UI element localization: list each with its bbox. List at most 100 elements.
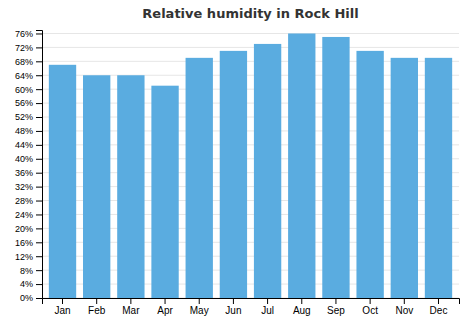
y-tick: 76% [15,29,42,39]
y-tick-mark [36,159,42,160]
x-tick-label: Aug [293,305,311,316]
x-axis: Jan Feb Mar Apr May Jun Jul Aug Sep Oct Nov Dec [43,298,460,316]
x-tick-label: Jun [225,305,241,316]
bar [220,51,247,298]
grid [42,33,459,298]
bar [49,65,76,298]
y-tick-mark [36,103,42,104]
y-tick-label: 8% [20,266,33,276]
y-tick-label: 52% [15,112,33,122]
y-tick-mark [36,187,42,188]
y-axis-line [36,31,43,299]
plot-area: 0%4%8%12%16%20%24%28%32%36%40%44%48%52%5… [15,29,460,316]
bars [49,33,452,298]
y-tick-label: 68% [15,57,33,67]
y-tick: 56% [15,98,42,108]
x-tick: Oct [362,298,378,316]
chart-container: 0%4%8%12%16%20%24%28%32%36%40%44%48%52%5… [0,0,474,322]
x-tick-label: Apr [157,305,173,316]
y-tick: 0% [20,293,42,303]
y-tick-mark [36,256,42,257]
x-tick-mark [438,298,439,304]
y-tick-mark [36,47,42,48]
y-tick-label: 28% [15,196,33,206]
y-tick: 52% [15,112,42,122]
x-tick-label: Sep [327,305,345,316]
x-tick: Jun [225,298,241,316]
y-tick-mark [36,173,42,174]
y-axis: 0%4%8%12%16%20%24%28%32%36%40%44%48%52%5… [15,29,43,304]
y-tick-mark [36,284,42,285]
y-tick-mark [36,33,42,34]
y-tick: 48% [15,126,42,136]
x-tick-mark [233,298,234,304]
y-tick-label: 60% [15,85,33,95]
y-tick-label: 4% [20,279,33,289]
y-tick: 4% [20,279,42,289]
x-tick: Jan [54,298,70,316]
x-tick-mark [267,298,268,304]
x-axis-line [43,299,460,305]
y-tick-mark [36,145,42,146]
y-tick-label: 72% [15,43,33,53]
y-tick-label: 36% [15,168,33,178]
x-tick-label: Oct [362,305,378,316]
x-tick-label: Nov [395,305,413,316]
y-tick-label: 56% [15,98,33,108]
x-tick-mark [301,298,302,304]
x-tick-label: Jan [54,305,70,316]
y-tick-mark [36,61,42,62]
bar [288,33,315,298]
y-tick-label: 24% [15,210,33,220]
y-tick-label: 44% [15,140,33,150]
y-tick: 68% [15,57,42,67]
y-tick: 72% [15,43,42,53]
y-tick-mark [36,89,42,90]
x-tick-mark [404,298,405,304]
y-tick: 60% [15,85,42,95]
x-tick: Sep [327,298,345,316]
y-tick-label: 76% [15,29,33,39]
x-tick: Aug [293,298,311,316]
bar [117,75,144,298]
x-tick-label: Dec [430,305,448,316]
y-tick: 44% [15,140,42,150]
x-tick-label: Feb [88,305,106,316]
y-tick: 8% [20,266,42,276]
y-tick-label: 40% [15,154,33,164]
bar [254,44,281,298]
y-tick: 36% [15,168,42,178]
x-tick-mark [130,298,131,304]
y-tick-label: 12% [15,252,33,262]
x-tick-mark [165,298,166,304]
x-tick-label: May [190,305,209,316]
y-tick-mark [36,270,42,271]
y-tick-mark [36,298,42,299]
y-tick: 20% [15,224,42,234]
y-tick: 32% [15,182,42,192]
bar [83,75,110,298]
y-tick: 40% [15,154,42,164]
x-tick-label: Jul [261,305,274,316]
y-tick-mark [36,228,42,229]
bar [425,58,452,298]
y-tick-label: 32% [15,182,33,192]
x-tick-label: Mar [122,305,140,316]
bar [356,51,383,298]
y-tick: 24% [15,210,42,220]
x-tick: Apr [157,298,173,316]
y-tick-mark [36,214,42,215]
x-tick-mark [62,298,63,304]
title: Relative humidity in Rock Hill [142,6,358,21]
x-tick: Feb [88,298,106,316]
y-tick-mark [36,75,42,76]
bar [186,58,213,298]
y-tick-mark [36,201,42,202]
bar [151,86,178,298]
y-tick-label: 20% [15,224,33,234]
y-tick-mark [36,117,42,118]
y-tick: 64% [15,71,42,81]
y-tick-mark [36,242,42,243]
x-tick: Jul [261,298,274,316]
chart-svg: 0%4%8%12%16%20%24%28%32%36%40%44%48%52%5… [0,0,474,322]
